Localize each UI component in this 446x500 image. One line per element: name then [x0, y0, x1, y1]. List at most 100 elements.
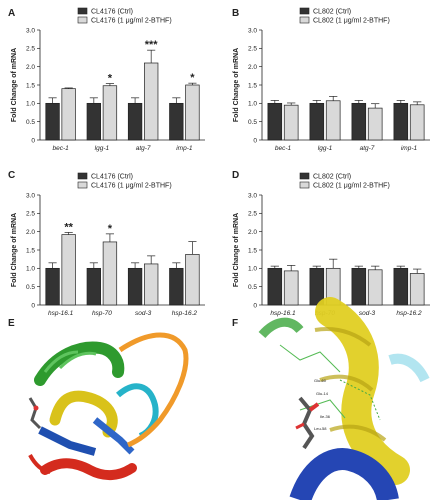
y-axis-title: Fold Change of mRNA [233, 48, 240, 122]
legend-swatch [77, 7, 88, 15]
x-tick-label: hsp-16.1 [270, 310, 296, 317]
y-tick-label: 0 [31, 137, 35, 144]
y-tick-label: 1.0 [248, 266, 257, 273]
legend-label: CL4176 (1 μg/ml 2-BTHF) [91, 183, 172, 190]
y-tick-label: 2.0 [26, 229, 35, 236]
bar [351, 102, 367, 141]
bar [367, 107, 383, 141]
y-tick-label: 2.0 [26, 64, 35, 71]
panel-letter-d: D [232, 170, 239, 181]
x-tick-label: hsp-70 [92, 310, 112, 317]
y-tick-label: 2.5 [248, 211, 257, 218]
y-tick-label: 1.0 [248, 101, 257, 108]
y-tick-label: 0 [253, 302, 257, 309]
bar [267, 267, 283, 306]
y-tick-label: 0 [31, 302, 35, 309]
y-tick-label: 1.5 [248, 247, 257, 254]
panel-letter-e: E [8, 318, 15, 329]
x-tick-label: atg-7 [360, 145, 375, 152]
bar [127, 102, 143, 141]
panel-letter-c: C [8, 170, 15, 181]
y-tick-label: 0 [253, 137, 257, 144]
legend-label: CL4176 (Ctrl) [91, 9, 133, 16]
y-tick-label: 1.0 [26, 101, 35, 108]
legend-label: CL802 (1 μg/ml 2-BTHF) [313, 18, 390, 25]
bar [127, 267, 143, 306]
y-tick-label: 3.0 [248, 27, 257, 34]
panel-letter-b: B [232, 8, 239, 19]
x-tick-label: bec-1 [275, 145, 292, 152]
y-tick-label: 1.5 [26, 82, 35, 89]
significance-marker: ** [64, 221, 73, 233]
y-tick-label: 2.0 [248, 229, 257, 236]
y-axis-title: Fold Change of mRNA [233, 213, 240, 287]
bar [351, 267, 367, 306]
bar [309, 102, 325, 141]
residue-label: Glu-14 [316, 391, 329, 396]
legend-label: CL802 (Ctrl) [313, 9, 351, 16]
legend-swatch [299, 181, 310, 189]
x-tick-label: hsp-16.2 [396, 310, 422, 317]
residue-label: Leu-58 [314, 426, 327, 431]
bar [393, 102, 409, 141]
y-tick-label: 3.0 [26, 192, 35, 199]
y-tick-label: 2.5 [248, 46, 257, 53]
significance-marker: *** [145, 39, 159, 51]
bar [61, 234, 76, 306]
chart-panel-d: D 0 0.5 1.0 1.5 2.0 2.5 3.0 Fold Change of mRNA C… [232, 170, 430, 317]
legend-label: CL802 (Ctrl) [313, 174, 351, 181]
bar [86, 102, 101, 141]
x-tick-label: lgg-1 [95, 145, 110, 152]
legend-label: CL4176 (1 μg/ml 2-BTHF) [91, 18, 172, 25]
bar [185, 84, 200, 141]
x-tick-label: bec-1 [52, 145, 69, 152]
bar [45, 267, 60, 306]
y-tick-label: 3.0 [26, 27, 35, 34]
binding-site-ribbon [258, 297, 430, 500]
x-tick-label: sod-3 [359, 310, 376, 317]
bar [409, 273, 425, 306]
y-tick-label: 0.5 [248, 284, 257, 291]
bar [309, 267, 325, 306]
bar [283, 270, 299, 306]
y-tick-label: 2.5 [26, 46, 35, 53]
y-tick-label: 2.5 [26, 211, 35, 218]
legend-swatch [299, 7, 310, 15]
panel-letter-f: F [232, 318, 238, 329]
x-tick-label: imp-1 [401, 145, 418, 152]
legend-swatch [77, 181, 88, 189]
x-tick-label: sod-3 [135, 310, 152, 317]
y-tick-label: 1.5 [26, 247, 35, 254]
y-tick-label: 1.0 [26, 266, 35, 273]
bar [283, 104, 299, 141]
y-tick-label: 0.5 [248, 119, 257, 126]
legend-swatch [299, 16, 310, 24]
bar [367, 269, 383, 306]
bar [325, 100, 341, 141]
y-tick-label: 2.0 [248, 64, 257, 71]
bar [169, 102, 184, 141]
significance-marker: * [108, 73, 113, 85]
legend-label: CL802 (1 μg/ml 2-BTHF) [313, 183, 390, 190]
x-tick-label: hsp-16.2 [172, 310, 198, 317]
x-tick-label: atg-7 [136, 145, 151, 152]
significance-marker: * [108, 223, 113, 235]
chart-panel-a: A 0 0.5 1.0 1.5 2.0 2.5 3.0 Fold Change of mRNA C… [8, 7, 205, 152]
chart-panel-c: C 0 0.5 1.0 1.5 2.0 2.5 3.0 Fold Change of mRNA C… [8, 170, 205, 317]
y-axis-title: Fold Change of mRNA [11, 213, 18, 287]
residue-label: Ile-36 [320, 414, 331, 419]
chart-panel-b: B 0 0.5 1.0 1.5 2.0 2.5 3.0 Fold Change of mRNA C… [232, 7, 430, 152]
legend-label: CL4176 (Ctrl) [91, 174, 133, 181]
y-tick-label: 0.5 [26, 284, 35, 291]
legend-swatch [299, 172, 310, 180]
panel-e-structure: E [8, 318, 189, 480]
y-tick-label: 1.5 [248, 82, 257, 89]
y-tick-label: 0.5 [26, 119, 35, 126]
bar [267, 102, 283, 141]
bar [86, 267, 101, 306]
residue-label: Glu-60 [314, 378, 327, 383]
x-tick-label: hsp-16.1 [48, 310, 74, 317]
bar [169, 267, 184, 306]
